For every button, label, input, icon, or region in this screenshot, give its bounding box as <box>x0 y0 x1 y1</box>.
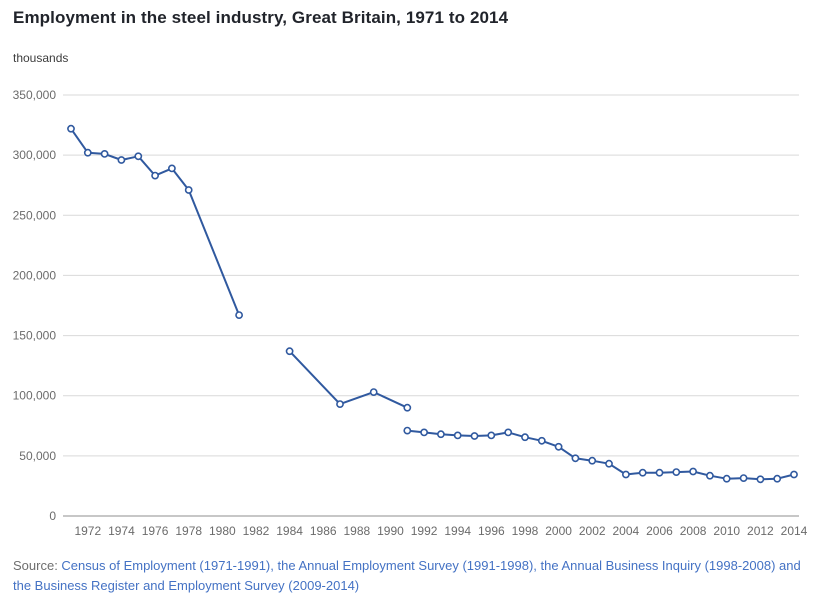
data-point-marker <box>655 468 664 477</box>
x-tick-label: 2002 <box>579 524 606 538</box>
chart-svg: 0 50,000 100,000 150,000 200,000 250,000 300,0… <box>13 88 808 538</box>
data-point-marker <box>537 436 546 445</box>
x-tick-label: 1972 <box>74 524 101 538</box>
x-tick-label: 1994 <box>444 524 471 538</box>
series-line <box>288 350 408 409</box>
x-tick-label: 1976 <box>142 524 169 538</box>
x-tick-label: 1988 <box>343 524 370 538</box>
x-tick-label: 2000 <box>545 524 572 538</box>
data-point-marker <box>117 156 126 164</box>
x-tick-label: 2004 <box>613 524 640 538</box>
data-point-marker <box>420 428 428 437</box>
x-tick-label: 1998 <box>512 524 539 538</box>
source-note: Source: Census of Employment (1971-1991)… <box>13 556 810 596</box>
x-tick-label: 1978 <box>175 524 202 538</box>
data-point-marker <box>773 474 782 483</box>
data-point-marker <box>235 311 243 319</box>
data-point-marker <box>706 471 714 480</box>
data-point-marker <box>756 475 765 484</box>
data-point-marker <box>487 431 496 440</box>
data-point-marker <box>672 468 681 476</box>
data-point-marker <box>470 432 479 440</box>
x-tick-label: 2012 <box>747 524 774 538</box>
y-tick-label: 0 <box>49 509 56 523</box>
x-tick-label: 1996 <box>478 524 505 538</box>
data-point-marker <box>605 459 613 468</box>
data-point-marker <box>167 164 176 173</box>
x-tick-label: 1974 <box>108 524 135 538</box>
y-tick-label: 150,000 <box>13 329 57 343</box>
x-tick-label: 2006 <box>646 524 673 538</box>
data-point-marker <box>369 388 378 396</box>
data-point-marker <box>83 148 92 157</box>
x-tick-label: 2010 <box>713 524 740 538</box>
data-point-marker <box>588 456 597 465</box>
y-tick-label: 50,000 <box>19 449 56 463</box>
data-point-marker <box>403 426 412 435</box>
y-tick-label: 200,000 <box>13 268 57 282</box>
data-point-marker <box>638 468 647 477</box>
x-tick-label: 2008 <box>680 524 707 538</box>
x-tick-label: 2014 <box>781 524 808 538</box>
data-point-marker <box>100 150 109 158</box>
data-point-marker <box>67 124 75 133</box>
series-line <box>70 128 241 316</box>
series-line <box>407 429 795 481</box>
y-tick-label: 350,000 <box>13 88 57 102</box>
x-tick-label: 1992 <box>411 524 438 538</box>
data-point-marker <box>336 400 344 408</box>
data-point-marker <box>571 454 580 463</box>
data-point-marker <box>790 470 798 479</box>
y-tick-label: 250,000 <box>13 208 57 222</box>
data-point-marker <box>134 152 143 161</box>
y-tick-label: 300,000 <box>13 148 57 162</box>
data-point-marker <box>285 347 294 356</box>
x-tick-label: 1990 <box>377 524 404 538</box>
y-tick-label: 100,000 <box>13 389 57 403</box>
data-point-marker <box>739 474 748 482</box>
data-point-marker <box>403 403 412 412</box>
source-prefix: Source: <box>13 558 62 573</box>
data-point-marker <box>436 430 445 439</box>
x-tick-label: 1986 <box>310 524 337 538</box>
data-point-marker <box>722 474 731 483</box>
data-point-marker <box>689 467 697 476</box>
x-tick-label: 1980 <box>209 524 236 538</box>
data-point-marker <box>504 428 513 437</box>
x-tick-label: 1982 <box>243 524 270 538</box>
data-point-marker <box>521 433 529 442</box>
x-tick-label: 1984 <box>276 524 303 538</box>
data-point-marker <box>151 171 159 180</box>
data-point-marker <box>453 431 462 440</box>
data-point-marker <box>184 186 193 194</box>
data-point-marker <box>554 442 563 451</box>
source-link[interactable]: Census of Employment (1971-1991), the An… <box>13 558 801 593</box>
data-point-marker <box>622 470 630 479</box>
y-axis-unit-label: thousands <box>13 51 69 65</box>
chart-title: Employment in the steel industry, Great … <box>13 8 509 27</box>
